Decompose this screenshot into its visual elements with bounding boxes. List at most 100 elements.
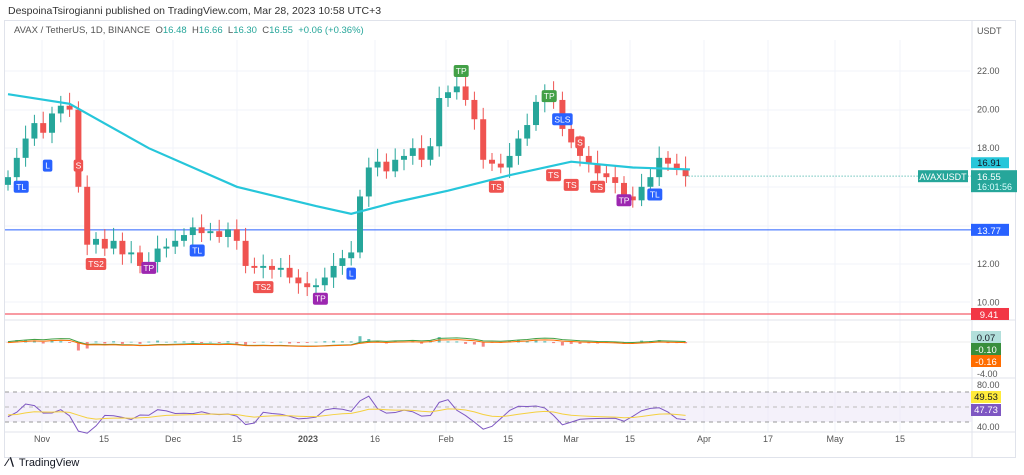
price-tag (971, 307, 1009, 320)
signal-marker-label: TP (544, 91, 555, 101)
macd-hist-bar (270, 342, 274, 343)
price-tag-label: 13.77 (977, 226, 1001, 237)
candle-body (269, 265, 275, 270)
candle-body (304, 283, 311, 288)
candle-body (682, 169, 689, 177)
macd-signal-line (7, 339, 686, 347)
signal-marker-label: TP (315, 294, 326, 304)
rsi-ma-line (7, 408, 686, 420)
symbol-tag-label: AVAXUSDT (919, 172, 967, 182)
x-tick: 16 (370, 434, 380, 444)
x-tick: 2023 (298, 434, 318, 444)
candle-body (577, 142, 583, 156)
candle-body (101, 238, 108, 249)
signal-marker (73, 159, 84, 172)
signal-marker (563, 178, 579, 191)
macd-hist-bar (103, 342, 107, 344)
macd-hist-bar (94, 341, 98, 343)
macd-hist-bar (120, 342, 124, 344)
signal-marker-label: TS (548, 170, 559, 180)
candle-body (13, 157, 20, 178)
moving-average-line (7, 93, 691, 215)
candle-body (568, 128, 575, 143)
macd-hist-bar (446, 341, 450, 343)
tradingview-logo-icon: ⁄∖ (6, 457, 15, 469)
macd-hist-bar (472, 342, 476, 345)
macd-hist-bar (552, 342, 556, 344)
macd-hist-bar (235, 342, 239, 344)
signal-marker-label: S (577, 137, 583, 147)
macd-hist-bar (208, 341, 212, 343)
y-tick: 22.00 (977, 66, 1000, 76)
candle-body (533, 101, 539, 126)
signal-marker-label: SLS (554, 114, 570, 124)
candle-body (665, 157, 671, 164)
macd-hist-bar (578, 342, 582, 344)
high-value: 16.66 (198, 25, 223, 36)
rsi-line (7, 395, 686, 434)
macd-hist-bar (173, 341, 177, 343)
candle-body (286, 267, 293, 278)
candle-body (647, 177, 654, 187)
candle-body (506, 155, 513, 168)
signal-marker-label: TL (192, 245, 202, 255)
macd-hist-bar (129, 341, 133, 343)
candle-body (445, 92, 451, 99)
candle-body (163, 246, 170, 249)
candle-body (585, 155, 592, 164)
last-price-label: 16.55 (977, 172, 1001, 183)
candle-body (242, 240, 249, 266)
candle-body (392, 159, 399, 172)
candle-body (40, 123, 47, 133)
close-label: C (262, 25, 270, 36)
candle-body (313, 285, 319, 288)
ma-tag (971, 157, 1009, 169)
candle-body (401, 155, 407, 160)
symbol-label[interactable]: AVAX / TetherUS, 1D, BINANCE (14, 25, 151, 36)
macd-tick: -4.00 (977, 369, 998, 379)
price-tag-label: 9.41 (980, 310, 999, 321)
candle-body (480, 119, 487, 160)
last-price-tag (971, 170, 1017, 193)
rsi-ma-tag (971, 404, 1001, 416)
rsi-ma-tag-label: 47.73 (974, 405, 998, 416)
candle-body (216, 231, 223, 237)
candle-body (621, 182, 627, 197)
candle-body (295, 277, 302, 284)
candle-body (330, 265, 337, 278)
macd-hist-bar (200, 342, 204, 344)
candle-body (497, 163, 504, 168)
macd-hist-bar (156, 340, 160, 343)
rsi-tag (971, 391, 1001, 403)
signal-marker (590, 180, 606, 193)
macd-hist-bar (481, 342, 485, 347)
signal-marker (42, 159, 53, 172)
signal-marker (616, 194, 632, 207)
ohlc-legend: AVAX / TetherUS, 1D, BINANCE O16.48 H16.… (14, 25, 364, 36)
candle-body (225, 229, 231, 237)
currency-label: USDT (977, 26, 1002, 36)
signal-marker-label: TS (566, 180, 577, 190)
macd-hist-bar (112, 341, 116, 343)
x-tick: Mar (563, 434, 579, 444)
signal-marker-label: L (349, 269, 354, 279)
candle-body (383, 161, 390, 172)
y-tick: 20.00 (977, 105, 1000, 115)
candle-body (436, 98, 443, 147)
macd-hist-bar (288, 342, 292, 344)
candle-body (84, 186, 91, 245)
x-tick: Dec (165, 434, 182, 444)
macd-hist-bar (217, 342, 221, 344)
countdown-label: 16:01:56 (977, 182, 1012, 192)
candle-body (629, 196, 636, 201)
candle-body (207, 231, 214, 234)
candle-body (22, 138, 29, 158)
candle-body (277, 267, 284, 270)
macd-tag-label: -0.10 (975, 345, 997, 356)
change-value: +0.06 (+0.36%) (298, 25, 364, 36)
macd-hist-bar (314, 341, 318, 343)
macd-hist-bar (569, 342, 573, 344)
signal-marker (453, 65, 469, 77)
candle-body (348, 252, 355, 259)
